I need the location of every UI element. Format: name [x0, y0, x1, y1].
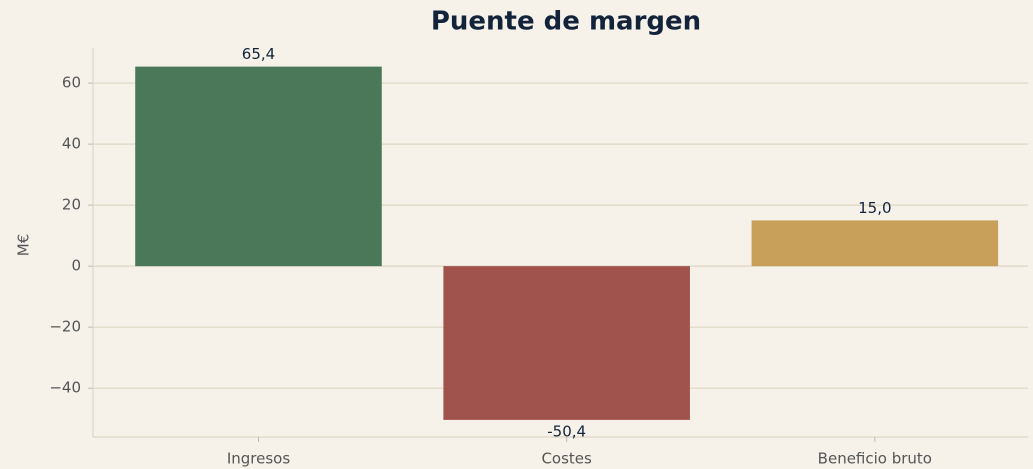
bar	[135, 66, 382, 267]
value-label: -50,4	[547, 422, 586, 440]
y-tick-label: 40	[62, 135, 81, 153]
y-tick-label: 60	[62, 74, 81, 92]
x-tick-label: Costes	[541, 450, 592, 468]
y-axis-label: M€	[15, 234, 33, 257]
bar	[443, 266, 690, 420]
bar	[751, 220, 999, 267]
x-tick-label: Beneficio bruto	[818, 450, 932, 468]
value-label: 15,0	[858, 199, 891, 217]
y-tick-label: 20	[62, 196, 81, 214]
x-tick-label: Ingresos	[227, 450, 291, 468]
chart-title: Puente de margen	[431, 7, 701, 37]
y-tick-label: −40	[49, 379, 81, 397]
value-label: 65,4	[242, 45, 275, 63]
y-tick-label: 0	[71, 257, 81, 275]
y-tick-label: −20	[49, 318, 81, 336]
